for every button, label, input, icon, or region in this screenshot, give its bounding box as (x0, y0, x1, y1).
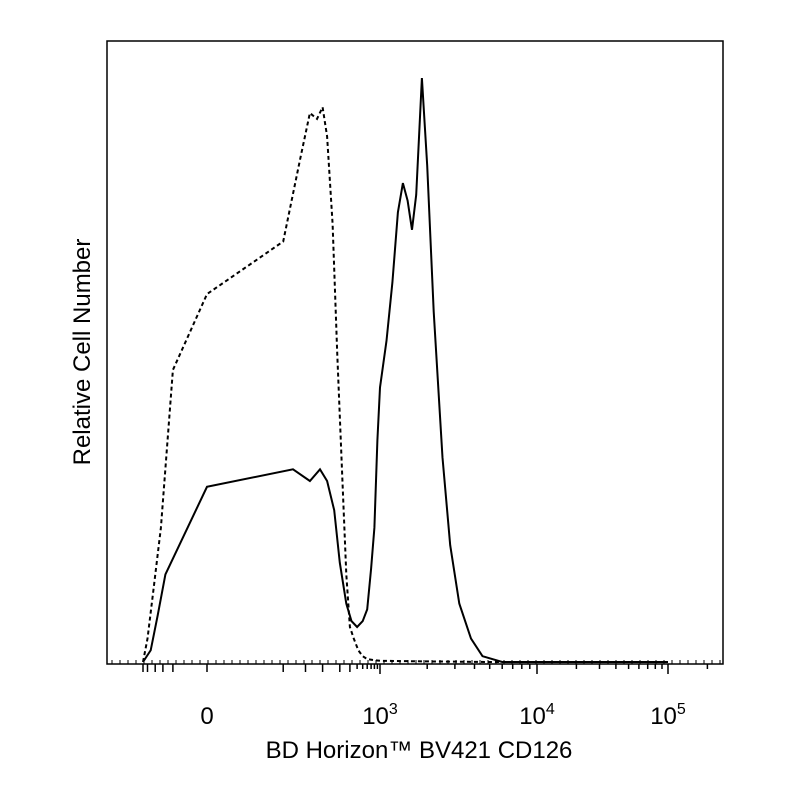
x-tick-label-base: 10 (362, 703, 389, 730)
x-tick-labels: 0 103 104 105 (200, 701, 686, 730)
x-tick-label-exponent: 4 (546, 701, 555, 718)
solid-histogram-line (142, 77, 668, 663)
y-axis-label: Relative Cell Number (69, 239, 96, 466)
x-tick-label-base: 0 (200, 703, 213, 730)
x-axis-label: BD Horizon™ BV421 CD126 (266, 737, 573, 764)
plot-frame (106, 40, 724, 665)
x-tick-label-exponent: 5 (677, 701, 686, 718)
x-tick-label: 0 (200, 703, 213, 730)
x-tick-label: 105 (650, 701, 686, 730)
dashed-histogram-line (142, 103, 668, 663)
x-tick-label: 104 (519, 701, 555, 730)
x-tick-label-base: 10 (650, 703, 677, 730)
x-tick-label-exponent: 3 (389, 701, 398, 718)
x-tick-label-base: 10 (519, 703, 546, 730)
x-tick-label: 103 (362, 701, 398, 730)
tick-marks (111, 660, 721, 674)
